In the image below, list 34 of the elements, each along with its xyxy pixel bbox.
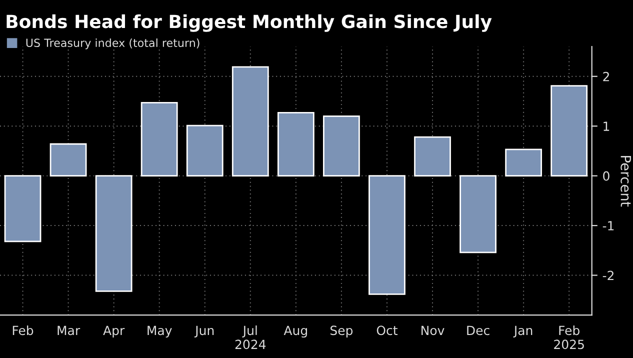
bar: [368, 175, 406, 295]
y-tick-label: -1: [602, 221, 614, 230]
y-tick-label: 1: [604, 122, 610, 131]
y-tick-label: -2: [602, 270, 614, 280]
bar: [460, 175, 496, 254]
bar: [414, 136, 451, 177]
bar: [323, 115, 360, 177]
y-tick-label: 2: [603, 72, 609, 82]
y-tick-label: 0: [603, 171, 610, 181]
bar: [550, 85, 588, 177]
x-tick-label: Jun: [194, 326, 214, 338]
x-tick-label: Jan: [513, 326, 532, 338]
y-axis-title: Percent: [620, 156, 631, 207]
bar: [4, 175, 42, 242]
x-tick-label: Jul 2024: [235, 325, 266, 350]
bar: [140, 102, 178, 177]
x-tick-label: May: [148, 326, 172, 338]
x-tick-label: Nov: [422, 326, 444, 336]
x-tick-label: Feb 2025: [554, 325, 584, 350]
bar: [95, 175, 132, 292]
bar: [232, 66, 269, 177]
x-tick-label: Oct: [376, 326, 398, 336]
x-tick-label: Apr: [103, 326, 125, 338]
x-tick-label: Aug: [284, 326, 307, 338]
bar: [277, 112, 314, 177]
bar: [50, 143, 87, 177]
x-tick-label: Feb: [12, 325, 34, 336]
x-tick-label: Sep: [330, 326, 353, 338]
x-tick-label: Mar: [58, 326, 80, 336]
x-tick-label: Dec: [467, 326, 490, 336]
bar: [505, 148, 542, 177]
chart-title: Bonds Head for Biggest Monthly Gain Since July: [6, 14, 492, 32]
bar: [186, 124, 224, 177]
legend-label: US Treasury index (total return): [26, 38, 200, 50]
